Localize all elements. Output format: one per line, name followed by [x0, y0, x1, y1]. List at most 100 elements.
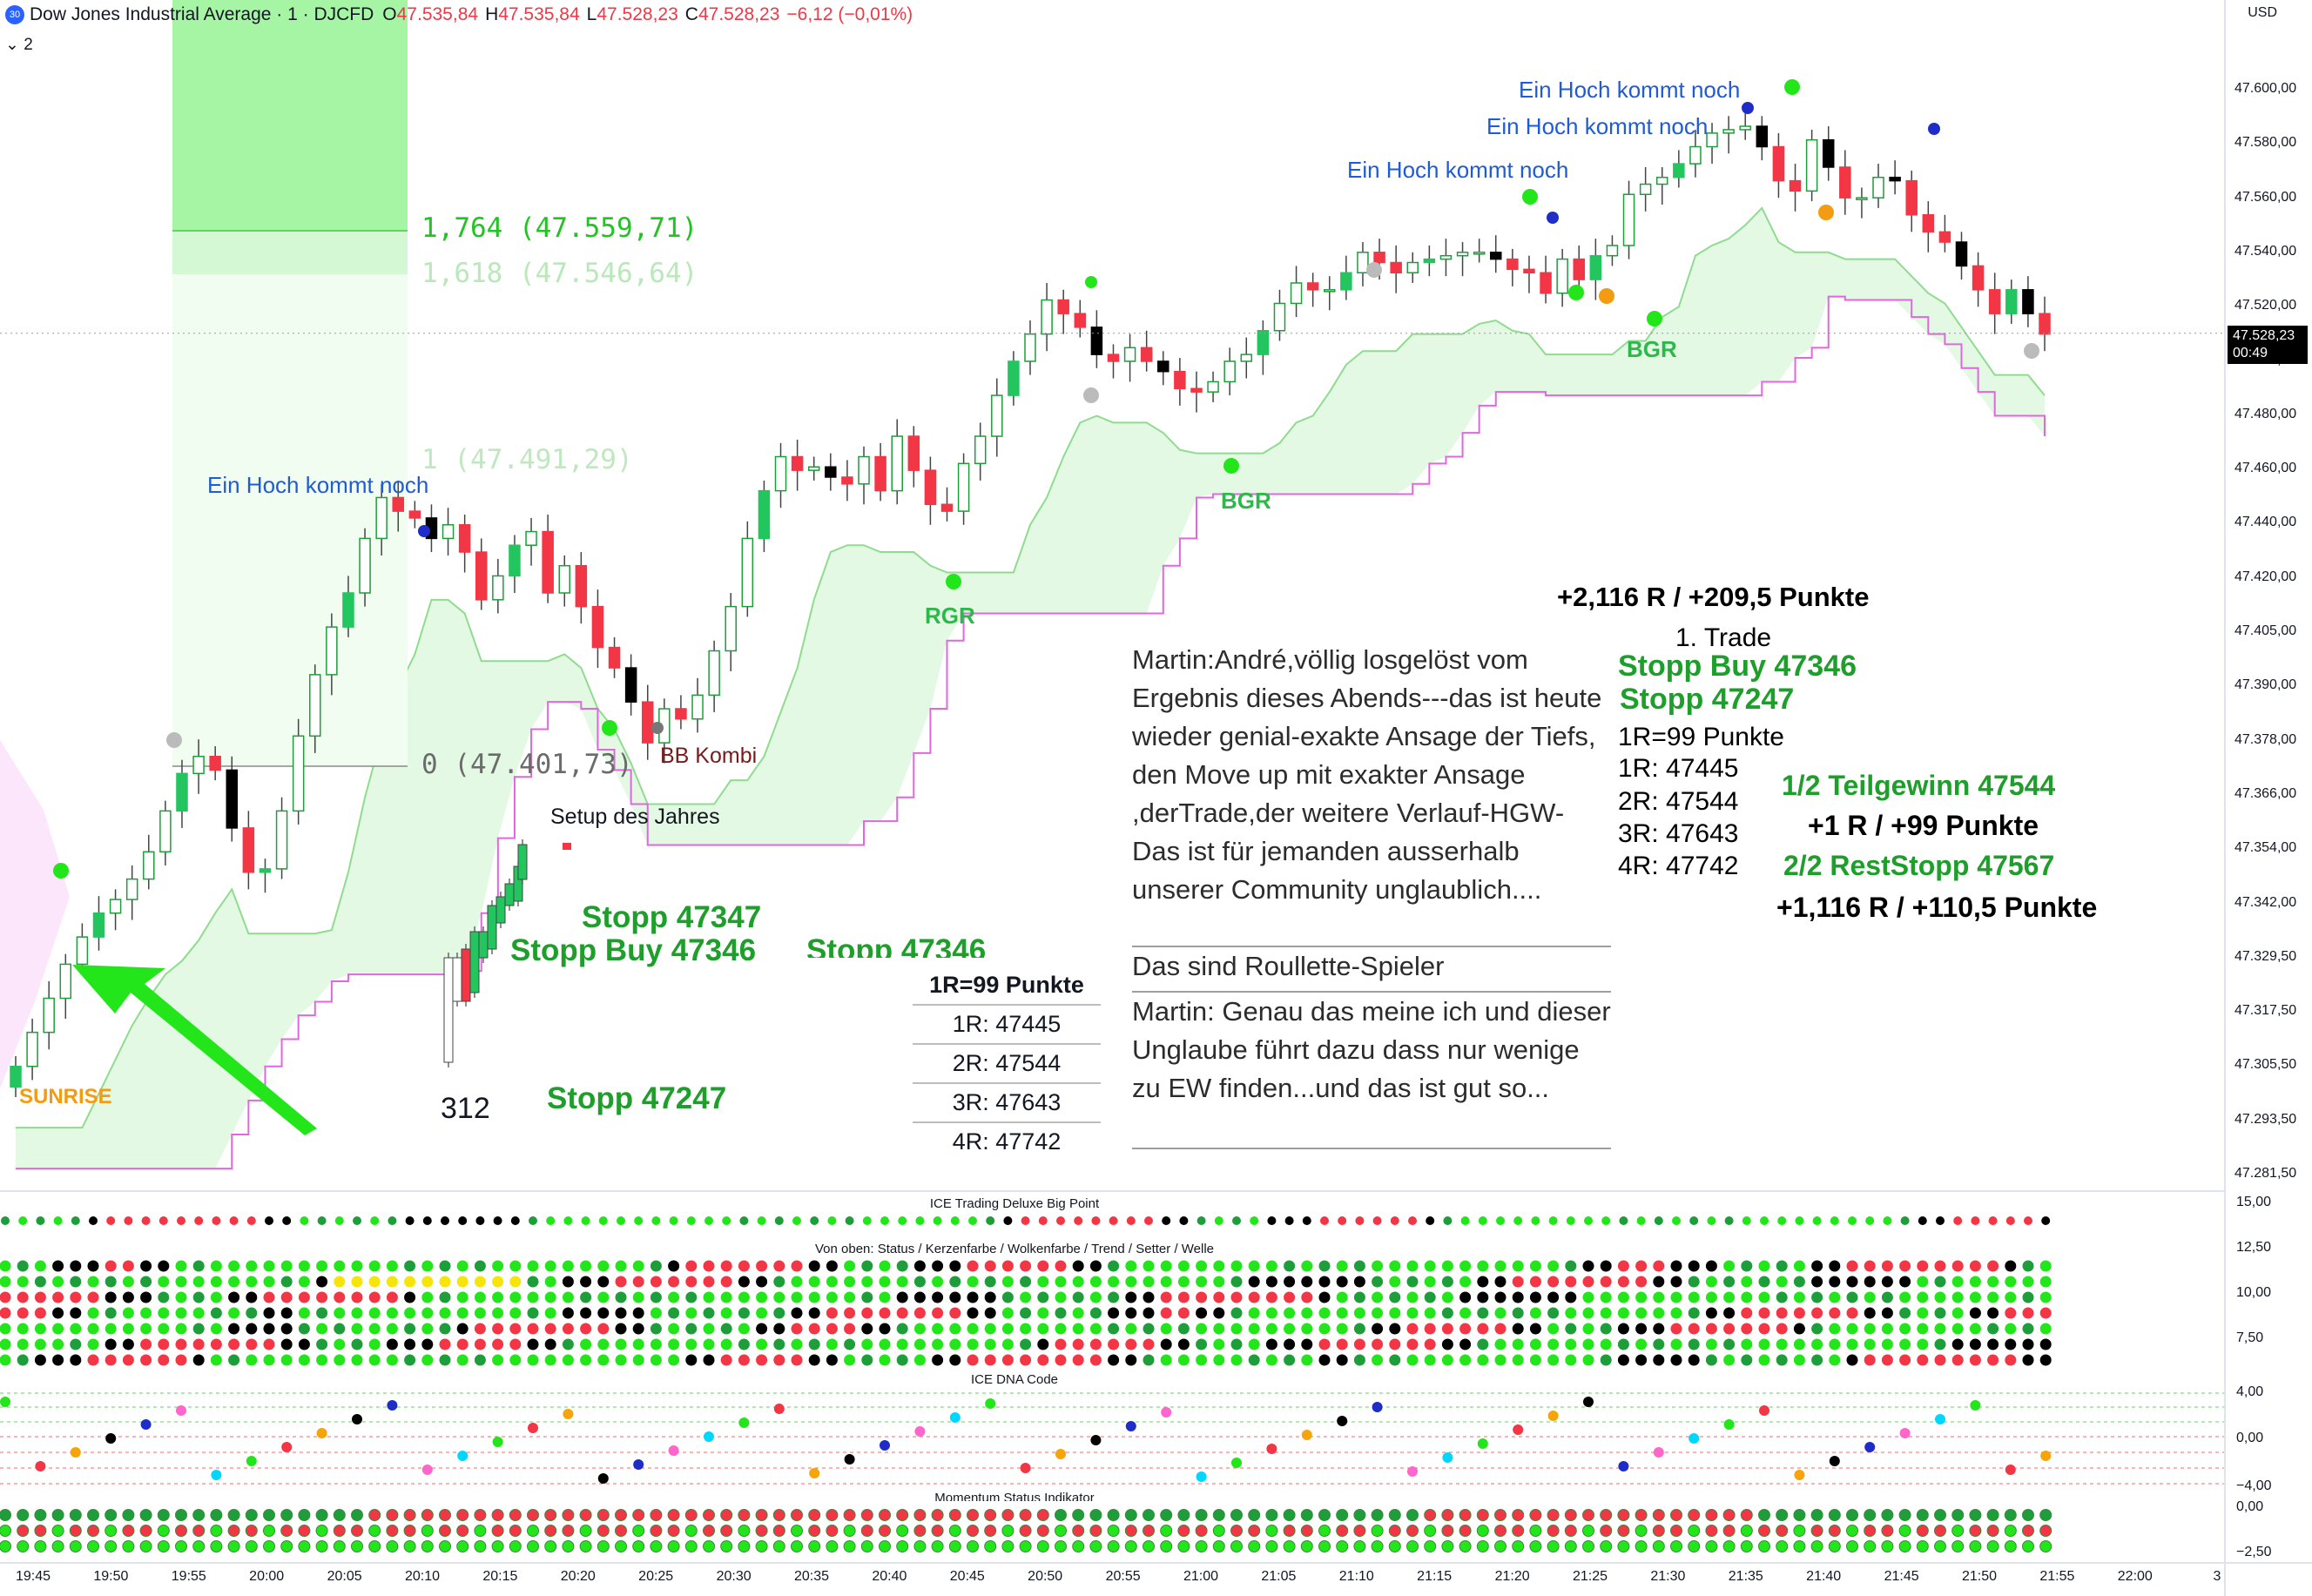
indicator-title-status[interactable]: Von oben: Status / Kerzenfarbe / Wolkenf… [814, 1242, 1215, 1256]
time-axis-label: 21:30 [1650, 1569, 1686, 1584]
momentum-dot [808, 1540, 821, 1552]
indicator-dot [668, 1323, 680, 1335]
collapse-indicators-button[interactable]: ⌄ 2 [5, 36, 33, 54]
candle-body [10, 1066, 22, 1088]
candle-body [1439, 254, 1453, 260]
indicator-dot [1512, 1338, 1524, 1350]
indicator-dot [1758, 1338, 1770, 1350]
indicator-dot [246, 1354, 258, 1366]
indicator-dot [474, 1307, 486, 1319]
candle-body [774, 455, 787, 492]
indicator-dot [826, 1291, 838, 1303]
indicator-dot [1441, 1354, 1453, 1366]
indicator-title-big-point[interactable]: ICE Trading Deluxe Big Point [929, 1196, 1100, 1211]
indicator-dot [1160, 1260, 1172, 1272]
candle-body [708, 650, 720, 697]
time-axis-label: 20:50 [1028, 1569, 1063, 1584]
indicator-dot [1582, 1291, 1594, 1303]
momentum-dot [1494, 1525, 1507, 1537]
candle-body [1174, 370, 1186, 390]
indicator-title-momentum[interactable]: Momentum Status Indikator [934, 1491, 1095, 1501]
momentum-dot [684, 1540, 698, 1552]
indicator-dot [1653, 1291, 1665, 1303]
momentum-dot [51, 1509, 64, 1521]
momentum-dot [1846, 1509, 1858, 1521]
currency-button[interactable]: USD [2248, 5, 2277, 20]
indicator-dot [1883, 1216, 1892, 1225]
signal-dot [946, 574, 961, 589]
symbol-title[interactable]: Dow Jones Industrial Average · 1 · DJCFD [30, 4, 374, 24]
change-value: −6,12 (−0,01%) [786, 4, 913, 24]
indicator-dot [756, 1323, 768, 1335]
indicator-dot [879, 1291, 891, 1303]
momentum-dot [1688, 1509, 1701, 1521]
momentum-dot [879, 1509, 891, 1521]
indicator-dot [808, 1307, 820, 1319]
momentum-dot [87, 1525, 99, 1537]
momentum-dot [1371, 1540, 1384, 1552]
candle-body [2039, 313, 2051, 335]
momentum-dot [1529, 1509, 1542, 1521]
momentum-dot [755, 1525, 768, 1537]
indicator-dot [124, 1216, 133, 1225]
momentum-dot [1529, 1540, 1542, 1552]
label-setup: Setup des Jahres [550, 805, 720, 829]
momentum-dot [772, 1525, 785, 1537]
momentum-dot [298, 1525, 311, 1537]
momentum-dot [1722, 1540, 1736, 1552]
indicator-dot [563, 1216, 573, 1225]
indicator-dot [1846, 1338, 1858, 1350]
indicator-dot [967, 1291, 979, 1303]
indicator-dot [1055, 1354, 1067, 1366]
indicator-dot [808, 1338, 820, 1350]
indicator-dot [879, 1338, 891, 1350]
candle-body [891, 435, 903, 492]
trade-r3: 3R: 47643 [1618, 819, 1739, 848]
indicator-dot [844, 1323, 856, 1335]
indicator-dot [1653, 1276, 1665, 1288]
indicator-dot [421, 1291, 434, 1303]
indicator-dot [1336, 1323, 1348, 1335]
momentum-dot [1670, 1525, 1682, 1537]
indicator-dot [1582, 1354, 1594, 1366]
indicator-dot [1776, 1338, 1788, 1350]
price-axis-label: 47.440,00 [2234, 515, 2297, 530]
indicator-dot [527, 1276, 539, 1288]
dna-dot [985, 1398, 996, 1409]
indicator-dot [1284, 1291, 1296, 1303]
momentum-dot [2039, 1509, 2052, 1521]
indicator-dot [263, 1338, 275, 1350]
candles-layer [0, 109, 2225, 1097]
high-value: 47.535,84 [498, 4, 580, 24]
price-axis-label: 47.354,00 [2234, 840, 2297, 856]
indicator-dot [263, 1276, 275, 1288]
indicator-dot [1230, 1338, 1243, 1350]
indicator-dot [404, 1354, 416, 1366]
r-table-cell: 3R: 47643 [913, 1082, 1101, 1122]
inset-body [487, 905, 497, 950]
upper-band [16, 206, 2046, 1129]
indicator-dot [228, 1260, 240, 1272]
indicator-dot [1513, 1216, 1523, 1225]
indicator-dot [404, 1323, 416, 1335]
momentum-dot [210, 1525, 223, 1537]
momentum-dot [1793, 1525, 1806, 1537]
indicator-dot [668, 1276, 680, 1288]
momentum-dot [491, 1540, 504, 1552]
candle-body [1008, 360, 1020, 396]
momentum-dot [1300, 1540, 1313, 1552]
indicator-dot [1688, 1338, 1700, 1350]
indicator-dot [140, 1354, 152, 1366]
indicator-dot [87, 1276, 99, 1288]
indicator-dot [1089, 1354, 1102, 1366]
indicator-title-dna[interactable]: ICE DNA Code [970, 1372, 1059, 1387]
indicator-dot [0, 1338, 11, 1350]
momentum-dot [913, 1509, 927, 1521]
momentum-dot [1810, 1525, 1823, 1537]
indicator-dot [844, 1338, 856, 1350]
indicator-dot [1424, 1323, 1436, 1335]
indicator-dot [1899, 1307, 1911, 1319]
indicator-dot [1529, 1260, 1541, 1272]
momentum-dot [544, 1525, 557, 1537]
